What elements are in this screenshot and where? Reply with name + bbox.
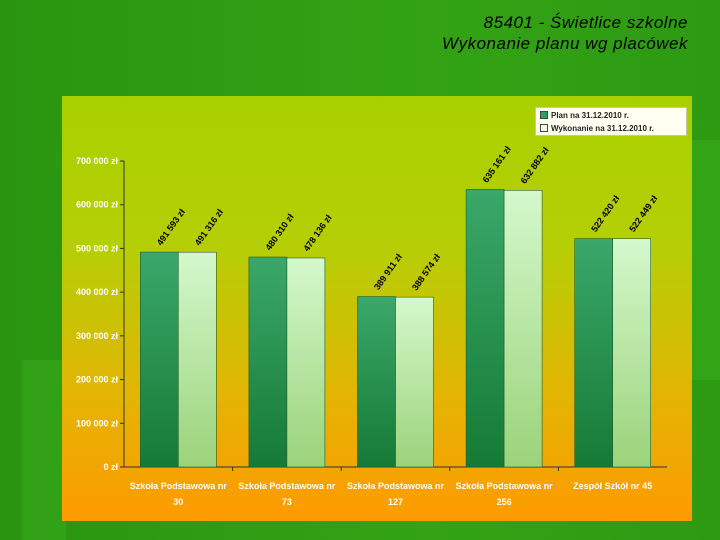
bar-plan xyxy=(465,189,505,468)
bar-wykonanie xyxy=(503,190,543,468)
data-label: 389 911 zł xyxy=(372,252,404,292)
data-label: 522 449 zł xyxy=(627,193,660,234)
x-tick-label: Zespół Szkół nr 45 xyxy=(573,481,652,491)
data-label: 522 420 zł xyxy=(589,193,622,234)
x-tick-label: 256 xyxy=(497,497,512,507)
legend-item-wykonanie: Wykonanie na 31.12.2010 r. xyxy=(540,122,686,134)
y-tick-label: 600 000 zł xyxy=(76,200,119,210)
decorative-stripe xyxy=(690,140,720,380)
chart-panel: 0 zł 100 000 zł 200 000 zł 300 000 zł 400 00… xyxy=(62,96,692,521)
bar-plan xyxy=(574,238,614,468)
y-tick-label: 500 000 zł xyxy=(76,243,119,253)
x-tick-label: Szkoła Podstawowa nr xyxy=(347,481,445,491)
data-label: 632 882 zł xyxy=(519,145,552,186)
bar-plan xyxy=(140,251,179,468)
y-tick-label: 200 000 zł xyxy=(76,375,119,385)
data-label: 388 574 zł xyxy=(410,252,443,293)
y-tick-label: 0 zł xyxy=(103,462,118,472)
legend-swatch-wykonanie xyxy=(540,124,548,132)
title-line-1: 85401 - Świetlice szkolne xyxy=(483,13,688,32)
legend-swatch-plan xyxy=(540,111,548,119)
x-tick-label: 73 xyxy=(282,497,292,507)
bar-wykonanie xyxy=(612,238,652,468)
x-tick-label: 30 xyxy=(173,497,183,507)
x-tick-label: Szkoła Podstawowa nr xyxy=(238,481,336,491)
bar-plan xyxy=(357,296,396,468)
legend-label-wykonanie: Wykonanie na 31.12.2010 r. xyxy=(551,123,655,133)
decorative-stripe xyxy=(22,360,66,540)
x-tick-label: 127 xyxy=(388,497,403,507)
y-tick-label: 700 000 zł xyxy=(76,156,119,166)
y-tick-label: 300 000 zł xyxy=(76,331,119,341)
data-label: 491 316 zł xyxy=(193,207,226,248)
legend-item-plan: Plan na 31.12.2010 r. xyxy=(540,109,686,121)
y-tick-label: 400 000 zł xyxy=(76,287,119,297)
y-tick-label: 100 000 zł xyxy=(76,418,119,428)
data-label: 491 593 zł xyxy=(155,207,188,248)
x-tick-label: Szkoła Podstawowa nr xyxy=(456,481,554,491)
chart-legend: Plan na 31.12.2010 r. Wykonanie na 31.12… xyxy=(535,107,687,136)
data-label: 480 310 zł xyxy=(263,212,296,253)
legend-label-plan: Plan na 31.12.2010 r. xyxy=(551,110,629,120)
x-tick-label: Szkoła Podstawowa nr xyxy=(130,481,228,491)
bar-wykonanie xyxy=(395,296,434,468)
title-line-2: Wykonanie planu wg placówek xyxy=(442,34,688,53)
data-label: 478 136 zł xyxy=(301,213,334,254)
slide-title: 85401 - Świetlice szkolne Wykonanie plan… xyxy=(188,12,688,54)
bar-wykonanie xyxy=(286,257,326,468)
bar-plan xyxy=(248,256,288,468)
bar-chart: 0 zł 100 000 zł 200 000 zł 300 000 zł 400 00… xyxy=(76,144,667,507)
bar-wykonanie xyxy=(178,251,217,468)
data-label: 635 161 zł xyxy=(481,144,514,185)
